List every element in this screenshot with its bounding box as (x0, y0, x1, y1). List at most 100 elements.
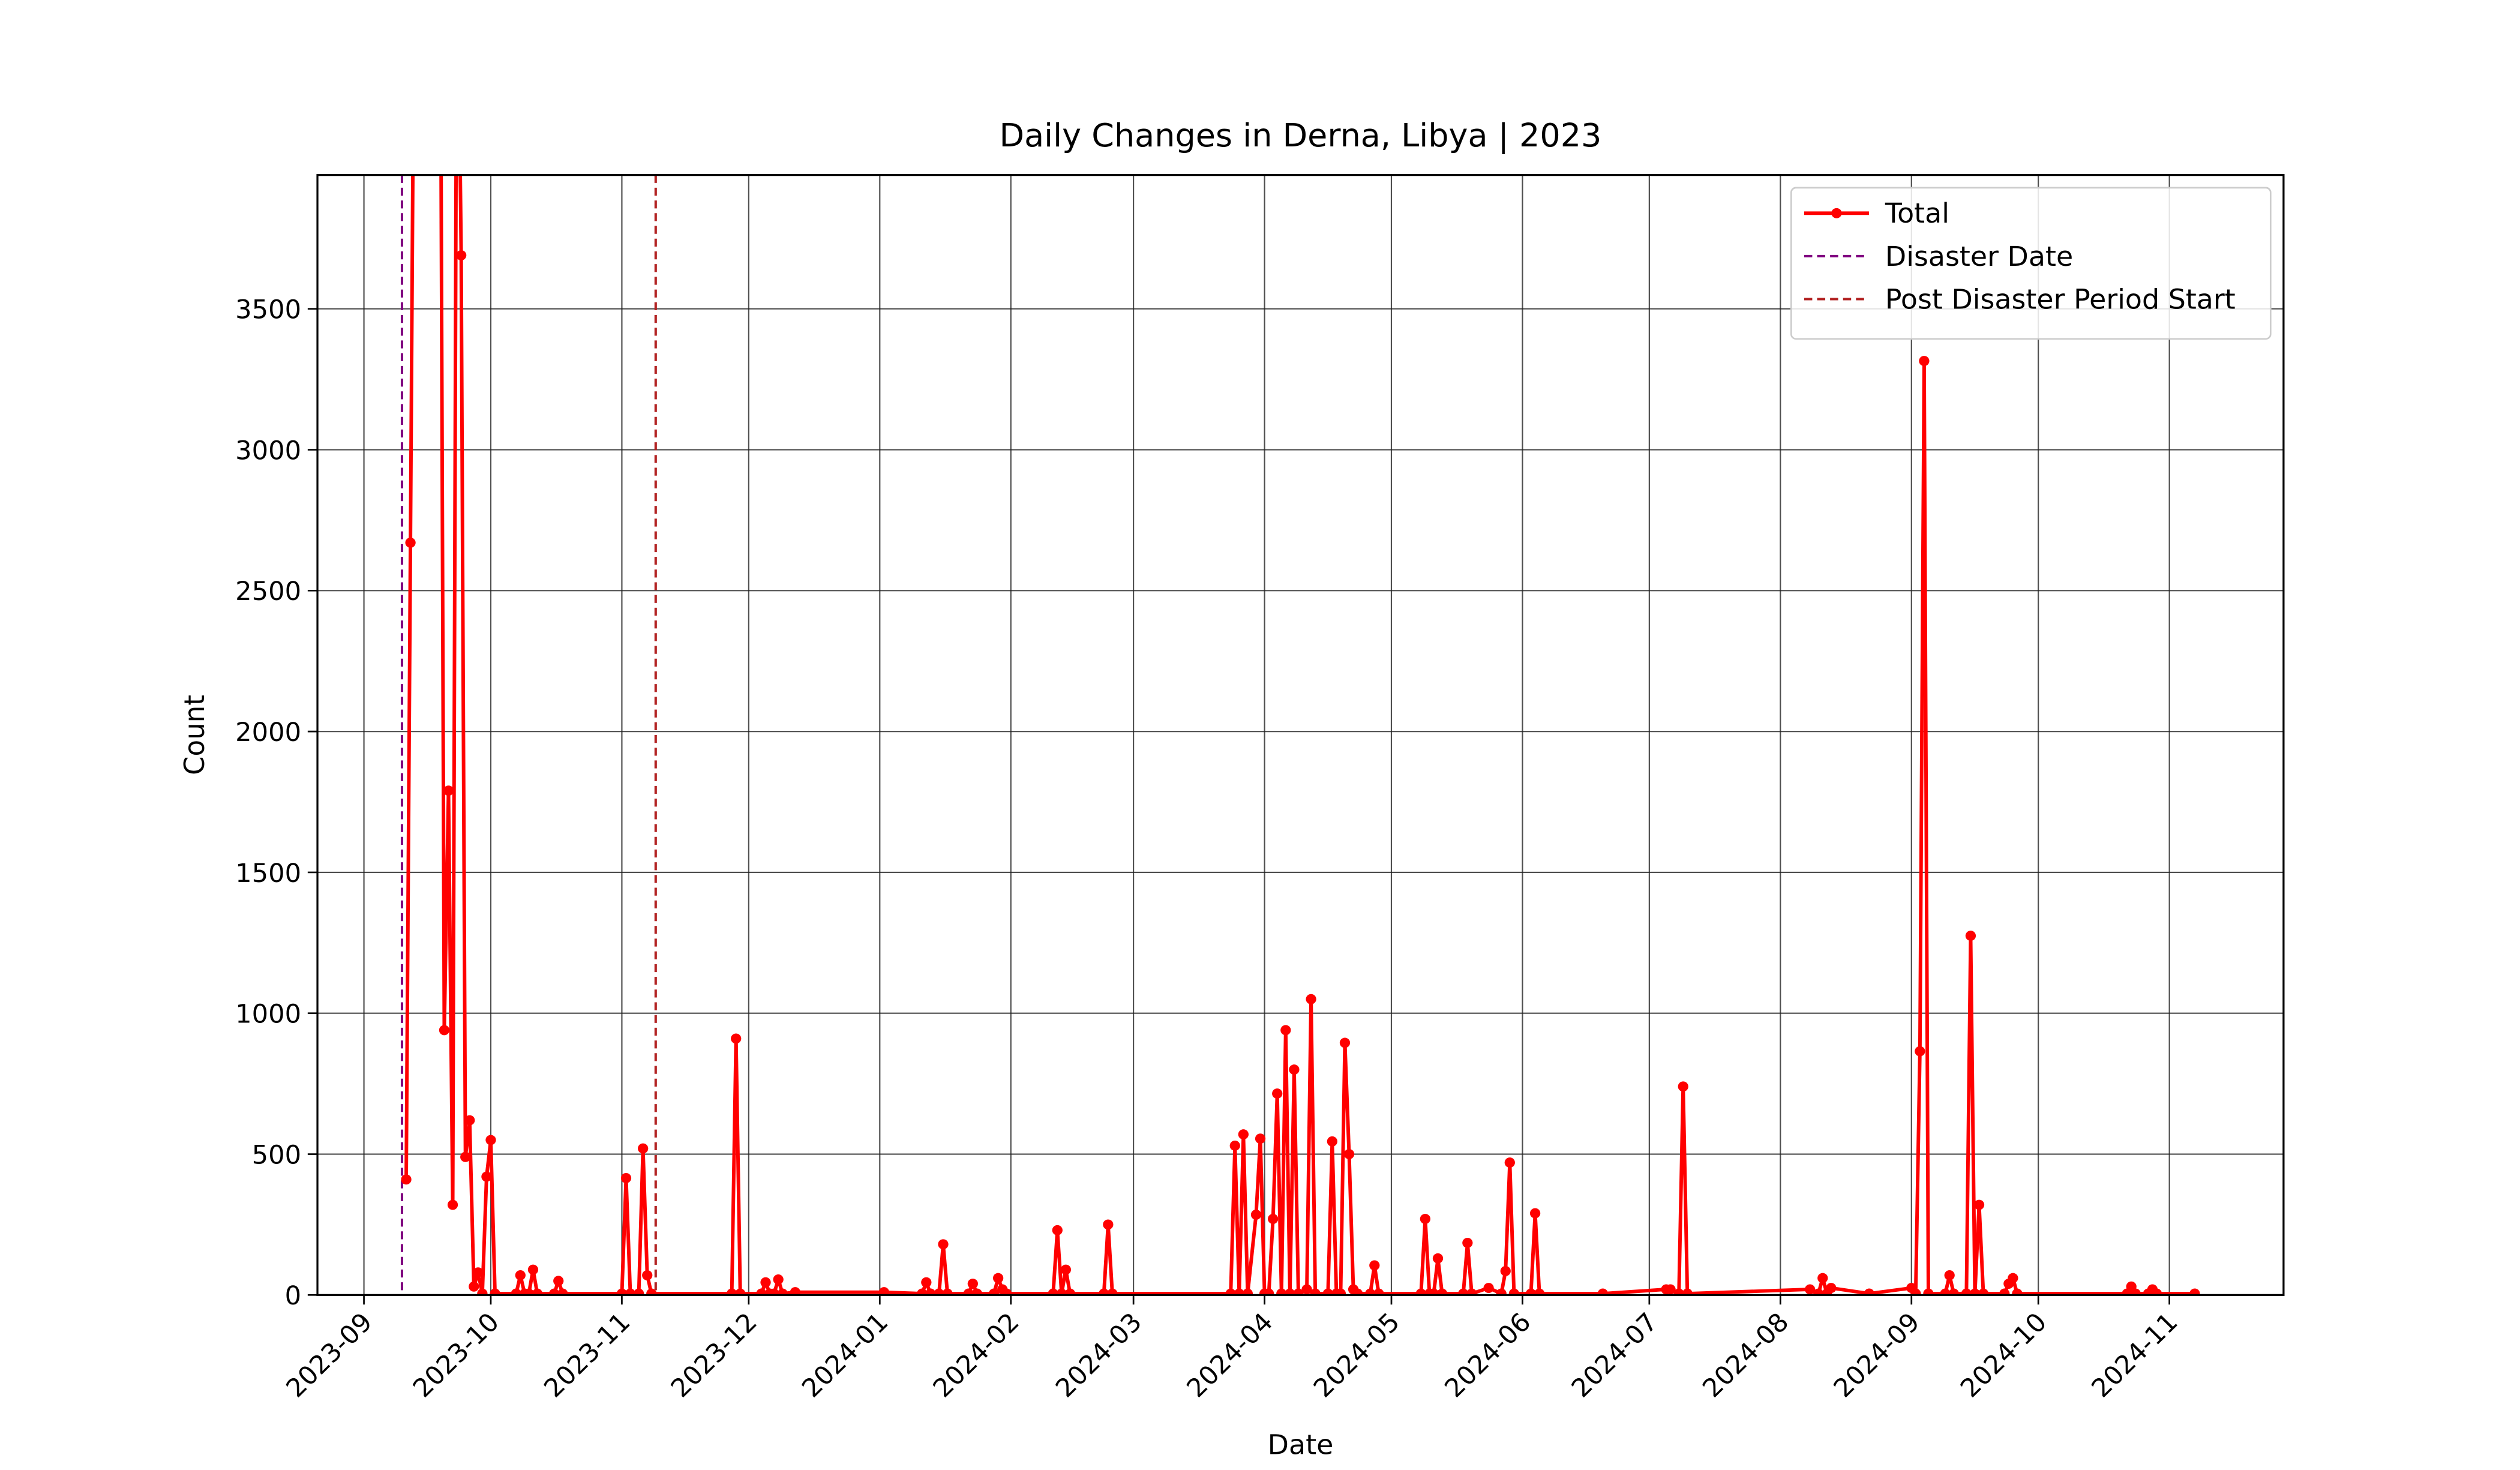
data-point (925, 1288, 936, 1295)
data-point (490, 1288, 500, 1295)
x-tick-label: 2024-08 (1697, 1307, 1795, 1403)
y-tick-label: 0 (285, 1282, 301, 1312)
data-point (439, 1025, 450, 1036)
data-point (1826, 1283, 1837, 1294)
x-tick-label: 2023-09 (280, 1307, 378, 1403)
data-point (942, 1288, 953, 1295)
data-point (2008, 1273, 2018, 1283)
data-point (473, 1267, 484, 1278)
data-point (1365, 1288, 1376, 1295)
legend-label: Post Disaster Period Start (1885, 284, 2236, 316)
y-tick-label: 500 (252, 1141, 301, 1171)
legend-label: Disaster Date (1885, 241, 2073, 272)
data-point (1428, 1288, 1439, 1295)
y-tick-label: 1500 (235, 859, 301, 889)
data-point (1940, 1288, 1951, 1295)
data-point (532, 1288, 543, 1295)
data-point (456, 250, 467, 260)
data-point (1915, 1046, 1925, 1057)
data-point (1534, 1288, 1545, 1295)
data-point (633, 1288, 644, 1295)
x-tick-label: 2023-12 (665, 1307, 763, 1403)
data-point (515, 1270, 526, 1280)
data-point (1678, 1081, 1688, 1092)
data-point (1048, 1288, 1058, 1295)
data-point (2189, 1288, 2200, 1295)
data-point (469, 1281, 479, 1292)
data-point (1056, 1288, 1067, 1295)
data-point (1496, 1288, 1507, 1295)
data-point (485, 1135, 496, 1145)
data-point (938, 1239, 949, 1250)
data-point (1289, 1064, 1300, 1075)
data-point (1525, 1288, 1537, 1295)
data-point (1978, 1288, 1989, 1295)
data-point (1923, 1288, 1934, 1295)
data-point (992, 1273, 1004, 1283)
data-point (1310, 1288, 1321, 1295)
x-axis-label: Date (1268, 1429, 1334, 1461)
data-point (934, 1288, 944, 1295)
data-point (477, 1288, 488, 1295)
data-point (1415, 1288, 1426, 1295)
x-tick-label: 2024-06 (1439, 1307, 1537, 1403)
y-tick-label: 3500 (235, 295, 301, 325)
x-tick-label: 2024-09 (1828, 1307, 1926, 1403)
data-point (1103, 1219, 1114, 1230)
data-point (790, 1287, 800, 1295)
data-point (1420, 1214, 1431, 1225)
series-line (404, 175, 2195, 1295)
x-tick-label: 2024-05 (1308, 1307, 1406, 1403)
legend-label: Total (1885, 198, 1949, 230)
data-point (1225, 1288, 1236, 1295)
data-point (616, 1288, 628, 1295)
data-point (731, 1033, 742, 1044)
legend-marker (1831, 208, 1842, 218)
x-tick-label: 2024-10 (1955, 1307, 2053, 1403)
data-point (1238, 1129, 1249, 1140)
plot (400, 175, 2200, 1295)
data-point (1919, 356, 1930, 367)
data-point (1665, 1284, 1676, 1295)
data-point (2151, 1288, 2162, 1295)
data-point (1462, 1237, 1473, 1248)
data-point (727, 1288, 737, 1295)
data-point (646, 1288, 657, 1295)
grid (317, 175, 2284, 1296)
data-point (1001, 1288, 1012, 1295)
y-tick-label: 2000 (235, 718, 301, 748)
data-point (1432, 1253, 1444, 1264)
data-point (1234, 1288, 1244, 1295)
data-point (1306, 994, 1316, 1004)
data-point (464, 1115, 475, 1126)
data-point (1268, 1214, 1279, 1225)
data-point (1272, 1088, 1283, 1099)
data-point (2012, 1288, 2023, 1295)
data-point (405, 538, 416, 548)
x-tick-label: 2024-01 (796, 1307, 894, 1403)
data-point (460, 1151, 471, 1162)
data-point (988, 1288, 1000, 1295)
data-point (1060, 1264, 1072, 1275)
y-tick-label: 3000 (235, 436, 301, 466)
data-point (553, 1276, 564, 1286)
data-point (1682, 1288, 1693, 1295)
data-point (481, 1171, 492, 1182)
data-point (1805, 1284, 1816, 1295)
data-point (1373, 1288, 1384, 1295)
data-point (401, 1174, 412, 1185)
data-point (921, 1277, 932, 1288)
data-point (1969, 1288, 1981, 1295)
data-point (963, 1288, 974, 1295)
data-point (1673, 1288, 1684, 1295)
data-point (1948, 1288, 1959, 1295)
data-point (511, 1288, 521, 1295)
data-point (1597, 1288, 1608, 1295)
x-tick-label: 2024-11 (2086, 1307, 2183, 1403)
data-point (1352, 1288, 1363, 1295)
data-point (549, 1288, 560, 1295)
data-point (1335, 1288, 1346, 1295)
data-point (777, 1288, 788, 1295)
data-point (1322, 1288, 1333, 1295)
data-point (1973, 1199, 1985, 1210)
